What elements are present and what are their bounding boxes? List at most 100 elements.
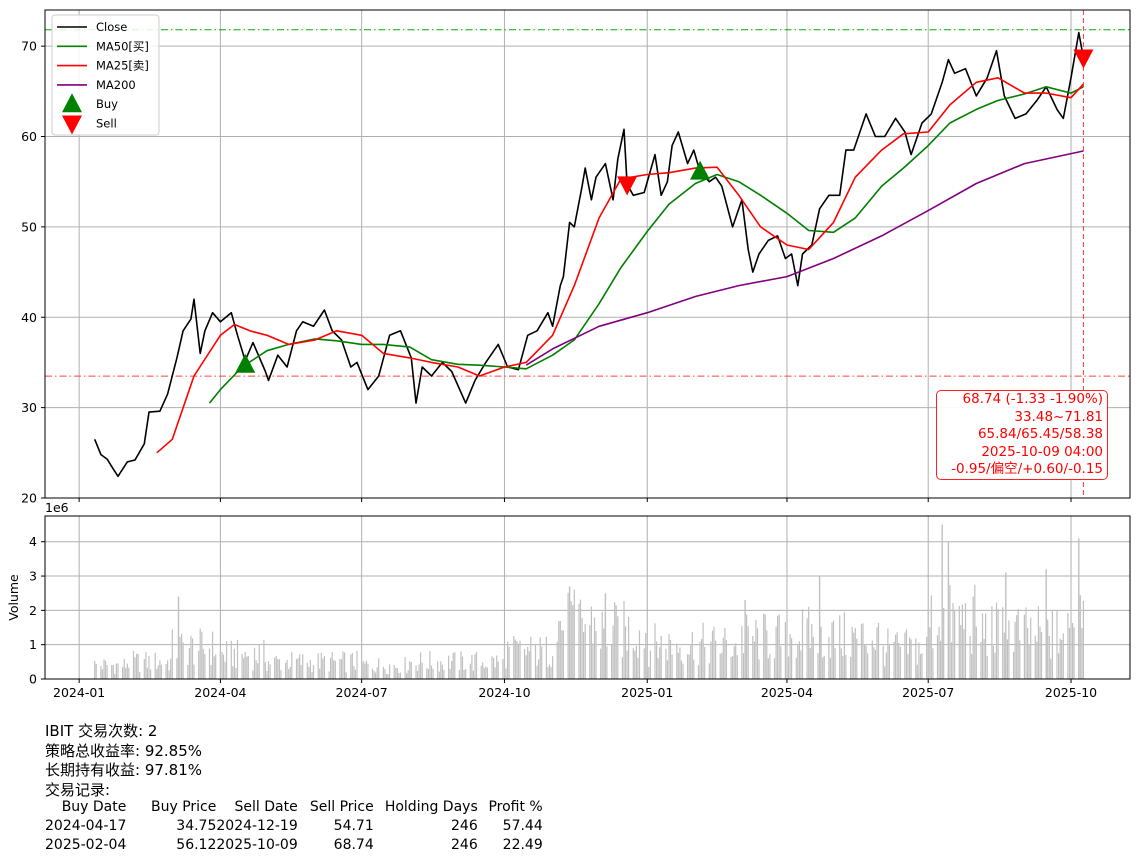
volume-bar: [992, 645, 994, 679]
volume-bar: [570, 601, 572, 679]
volume-bar: [812, 636, 814, 679]
volume-bar: [1078, 538, 1080, 679]
volume-bar: [1040, 632, 1043, 679]
volume-bar: [936, 635, 939, 679]
volume-bar: [876, 627, 878, 679]
volume-bar: [918, 642, 920, 679]
legend-label: MA25[卖]: [96, 59, 149, 73]
volume-axis-label: Volume: [6, 574, 21, 621]
cell: 54.71: [333, 818, 374, 834]
volume-bar: [267, 661, 270, 679]
volume-bar: [232, 666, 234, 679]
volume-bar: [505, 668, 507, 679]
volume-bar: [356, 650, 358, 679]
volume-bar: [145, 652, 147, 679]
volume-bar: [806, 618, 808, 679]
col-sell-price: Sell Price: [309, 799, 374, 815]
volume-bar: [243, 658, 245, 679]
volume-bar: [628, 616, 630, 679]
volume-bar: [671, 654, 673, 679]
cell: 2024-04-17: [45, 818, 127, 834]
volume-bar: [921, 653, 923, 679]
volume-bar: [126, 663, 128, 679]
cell: 22.49: [502, 837, 543, 853]
volume-bar: [646, 648, 648, 679]
trade-header-row: Buy Date Buy Price Sell Date Sell Price …: [45, 798, 543, 817]
volume-bar: [1045, 569, 1047, 679]
volume-bar: [132, 651, 135, 679]
volume-bar: [295, 659, 298, 679]
volume-bar: [95, 664, 97, 679]
volume-bar: [600, 648, 602, 679]
volume-bar: [828, 636, 830, 679]
volume-bar: [539, 637, 541, 679]
volume-bar: [752, 635, 754, 679]
volume-bar: [972, 596, 974, 679]
volume-bar: [517, 643, 519, 679]
volume-bar: [834, 648, 836, 679]
volume-bar: [407, 670, 409, 679]
volume-bar: [938, 626, 940, 679]
volume-bar: [867, 653, 869, 679]
volume-bar: [317, 653, 319, 679]
volume-bar: [117, 663, 119, 679]
volume-bar: [885, 652, 887, 679]
volume-bar: [1005, 572, 1007, 679]
volume-bar: [123, 659, 125, 679]
volume-bar: [241, 654, 243, 679]
buy-marker: [235, 353, 256, 373]
cell: 2025-02-04: [45, 837, 127, 853]
volume-bar: [168, 670, 170, 679]
legend-label: Buy: [96, 97, 118, 111]
volume-bar: [106, 665, 108, 679]
volume-bar: [221, 652, 223, 679]
volume-bar: [556, 641, 558, 679]
volume-bar: [882, 645, 884, 679]
volume-bar: [623, 601, 625, 679]
volume-bar: [1059, 638, 1061, 679]
volume-bar: [148, 655, 150, 679]
volume-bar: [919, 654, 922, 679]
volume-bar: [561, 630, 563, 679]
volume-bar: [786, 608, 788, 679]
y-tick-label: 2: [29, 603, 37, 618]
volume-bar: [1050, 658, 1052, 679]
volume-bar: [755, 619, 757, 679]
volume-bar: [288, 669, 290, 679]
volume-bar: [1008, 620, 1010, 679]
volume-bar: [277, 659, 279, 679]
volume-bar: [497, 661, 499, 679]
volume-bar: [697, 665, 700, 679]
volume-bar: [829, 657, 831, 679]
info-line-price: 68.74 (-1.33 -1.90%): [962, 391, 1103, 407]
cell: 2025-10-09: [216, 837, 298, 853]
volume-bar: [773, 658, 776, 679]
volume-bar: [122, 667, 124, 679]
volume-bar: [157, 665, 159, 679]
volume-bar: [437, 661, 439, 679]
volume-bar: [230, 640, 232, 679]
volume-bar: [603, 628, 605, 679]
volume-bar: [177, 596, 180, 679]
volume-bar: [146, 667, 148, 679]
cell: 2024-12-19: [216, 818, 298, 834]
sell-marker: [1073, 49, 1094, 69]
volume-bar: [233, 648, 235, 679]
volume-bar: [690, 645, 692, 679]
volume-bar: [1016, 615, 1018, 679]
volume-bar: [960, 625, 962, 679]
volume-bar: [418, 664, 420, 679]
volume-bar: [817, 653, 819, 679]
volume-bar: [364, 663, 366, 679]
volume-bar: [502, 659, 504, 679]
volume-bar: [780, 646, 782, 679]
volume-bar: [415, 665, 417, 679]
volume-bar: [384, 669, 386, 679]
volume-bar: [323, 656, 325, 679]
volume-bar: [617, 616, 619, 679]
volume-bar: [589, 625, 591, 679]
volume-bar: [187, 665, 189, 679]
volume-bar: [840, 648, 842, 679]
volume-bar: [215, 654, 217, 679]
volume-bar: [264, 662, 266, 679]
